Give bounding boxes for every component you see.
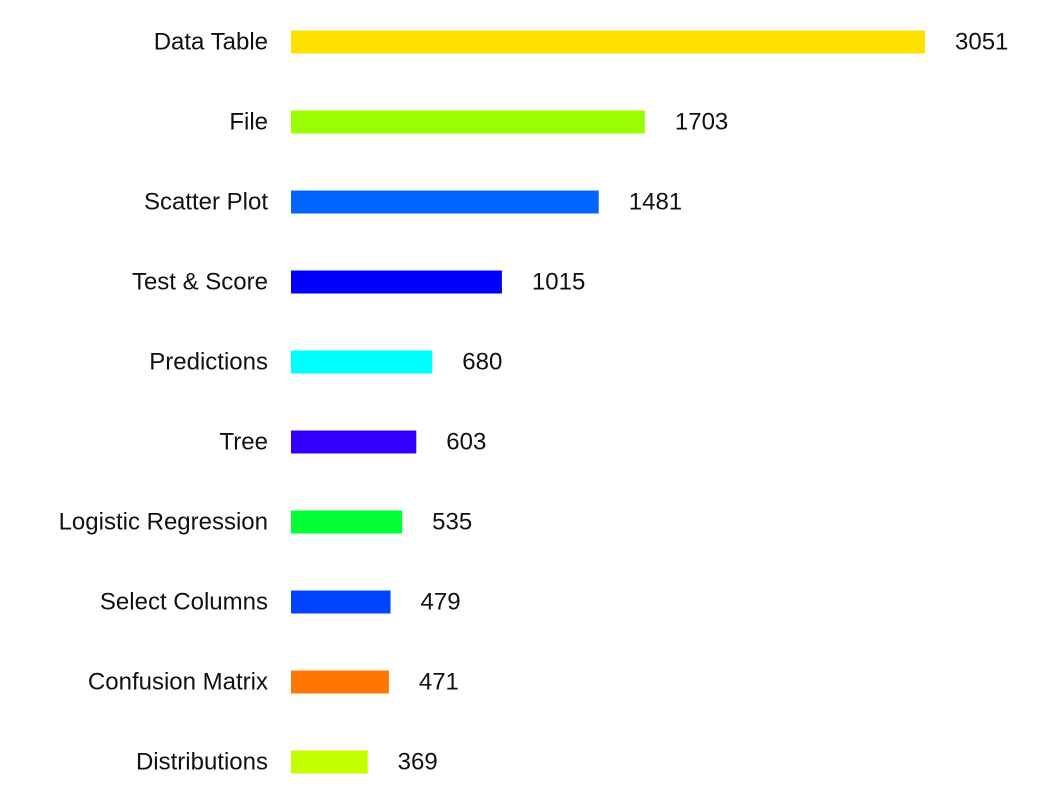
category-label: Select Columns (100, 589, 268, 616)
value-label: 1703 (675, 109, 728, 136)
value-label: 3051 (955, 29, 1008, 56)
category-label: Test & Score (132, 269, 268, 296)
value-label: 1481 (629, 189, 682, 216)
category-label: Predictions (149, 349, 268, 376)
bar (291, 30, 925, 54)
category-label: Distributions (136, 749, 268, 776)
bar (291, 270, 502, 294)
value-label: 603 (446, 429, 486, 456)
bar (291, 670, 389, 694)
value-label: 1015 (532, 269, 585, 296)
value-label: 535 (432, 509, 472, 536)
bar (291, 430, 417, 454)
value-label: 369 (398, 749, 438, 776)
value-label: 680 (462, 349, 502, 376)
value-label: 471 (419, 669, 459, 696)
value-label: 479 (421, 589, 461, 616)
bar (291, 750, 368, 774)
category-label: Confusion Matrix (88, 669, 268, 696)
bar (291, 590, 391, 614)
bar (291, 510, 403, 534)
bar (291, 350, 433, 374)
bar (291, 110, 645, 134)
category-label: Tree (220, 429, 268, 456)
bar (291, 190, 599, 214)
category-label: File (229, 109, 268, 136)
category-label: Logistic Regression (59, 509, 268, 536)
category-label: Scatter Plot (144, 189, 268, 216)
category-label: Data Table (154, 29, 268, 56)
